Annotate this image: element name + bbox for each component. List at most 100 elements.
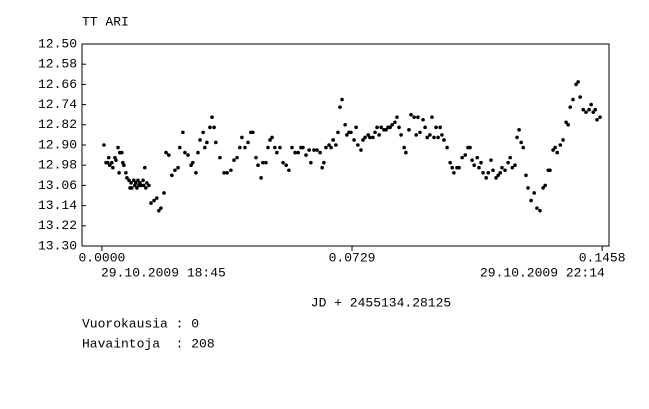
data-point: [503, 168, 507, 173]
data-point: [558, 143, 563, 147]
data-point: [407, 128, 411, 132]
data-point: [336, 130, 340, 135]
data-point: [519, 140, 523, 145]
data-point: [296, 150, 300, 155]
data-point: [513, 163, 517, 167]
data-point: [129, 186, 134, 190]
data-point: [448, 160, 452, 165]
data-point: [243, 145, 247, 150]
data-point: [524, 173, 528, 178]
data-point: [428, 133, 432, 137]
data-point: [477, 165, 481, 170]
data-point: [259, 176, 263, 180]
data-point: [191, 160, 195, 165]
data-point: [593, 107, 598, 112]
data-point: [498, 170, 503, 175]
data-point: [589, 102, 593, 107]
data-point: [111, 165, 115, 170]
data-point: [201, 130, 205, 135]
data-point: [154, 196, 159, 200]
data-point: [371, 135, 375, 140]
data-point: [212, 125, 216, 130]
data-point: [117, 170, 121, 175]
note: Vuorokausia : 0: [82, 316, 199, 331]
data-point: [581, 107, 586, 112]
data-point: [142, 165, 147, 170]
data-point: [506, 160, 510, 165]
data-point: [162, 191, 166, 195]
data-point: [268, 138, 272, 142]
data-point: [551, 148, 555, 152]
data-point: [395, 115, 399, 120]
y-tick-label: 13.06: [38, 178, 77, 193]
data-point: [450, 165, 455, 170]
data-point: [361, 138, 365, 142]
data-point: [246, 140, 250, 145]
data-point: [472, 163, 476, 167]
data-point: [468, 145, 472, 150]
data-point: [521, 145, 526, 150]
data-point: [119, 150, 124, 155]
data-point: [587, 107, 591, 112]
data-point: [232, 158, 236, 162]
x-axis-label: JD + 2455134.28125: [311, 295, 451, 310]
data-point: [399, 133, 403, 137]
data-point: [532, 191, 537, 195]
data-point: [414, 133, 418, 137]
data-point: [494, 176, 498, 180]
data-point: [304, 153, 308, 157]
data-point: [152, 198, 156, 203]
data-point: [418, 130, 422, 135]
data-point: [571, 97, 575, 102]
data-point: [144, 186, 148, 190]
y-tick-label: 12.58: [38, 57, 77, 72]
data-point: [278, 145, 282, 150]
data-point: [256, 163, 260, 167]
y-tick-label: 12.66: [38, 77, 77, 92]
data-point: [354, 125, 358, 130]
data-point: [373, 130, 377, 135]
data-point: [107, 163, 112, 167]
data-point: [164, 150, 168, 155]
date-label: 29.10.2009 22:14: [480, 265, 605, 280]
data-point: [345, 133, 349, 137]
data-point: [157, 208, 161, 213]
y-tick-label: 13.22: [38, 218, 77, 233]
data-point: [496, 173, 500, 178]
data-point: [508, 155, 512, 160]
data-point: [225, 170, 229, 175]
data-point: [591, 110, 596, 114]
data-point: [479, 160, 483, 165]
data-point: [568, 105, 573, 109]
data-point: [529, 198, 533, 203]
data-point: [145, 181, 149, 185]
data-point: [102, 143, 106, 147]
data-point: [264, 160, 268, 165]
data-point: [340, 97, 344, 102]
data-point: [320, 165, 324, 170]
data-point: [538, 208, 542, 213]
data-point: [275, 150, 279, 155]
data-point: [393, 120, 397, 125]
data-point: [149, 201, 153, 205]
data-point: [203, 145, 207, 150]
data-point: [177, 145, 182, 150]
data-point: [500, 165, 504, 170]
y-tick-label: 13.14: [38, 198, 77, 213]
data-point: [397, 125, 401, 130]
data-point: [238, 145, 242, 150]
data-point: [141, 183, 146, 188]
x-tick-label: 0.1458: [579, 250, 626, 265]
data-point: [481, 170, 485, 175]
data-point: [463, 153, 468, 157]
data-point: [114, 158, 118, 162]
data-point: [363, 135, 367, 140]
data-point: [359, 148, 363, 152]
data-point: [379, 125, 383, 130]
data-point: [222, 170, 226, 175]
data-point: [442, 138, 446, 142]
data-point: [198, 138, 202, 142]
data-point: [460, 155, 464, 160]
data-point: [327, 143, 331, 147]
